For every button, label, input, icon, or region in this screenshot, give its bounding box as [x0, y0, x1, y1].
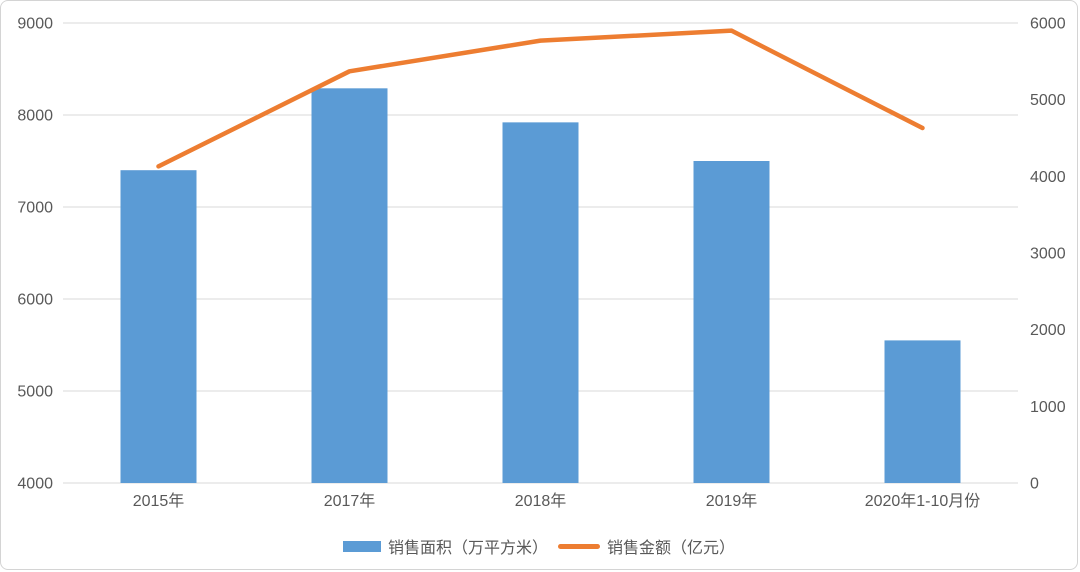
line-series-label: 销售金额（亿元） [607, 540, 736, 557]
left-axis-tick-label: 4000 [17, 476, 53, 493]
x-axis-category-label: 2018年 [515, 492, 567, 510]
bar [502, 122, 579, 484]
left-axis-tick-label: 7000 [17, 200, 53, 217]
right-axis-tick-label: 6000 [1030, 16, 1066, 33]
right-axis-tick-label: 3000 [1030, 246, 1066, 263]
right-axis-tick-label: 5000 [1030, 92, 1066, 109]
left-axis-tick-label: 9000 [17, 16, 53, 33]
legend-item-sales-area: 销售面积（万平方米） [342, 534, 548, 558]
bar [884, 340, 961, 483]
right-axis-tick-label: 2000 [1030, 322, 1066, 339]
bar-series-swatch [342, 540, 381, 552]
right-axis-tick-label: 0 [1030, 476, 1039, 493]
x-axis-category-label: 2015年 [133, 492, 185, 510]
left-axis-tick-label: 5000 [17, 384, 53, 401]
bar [693, 161, 770, 483]
legend: 销售面积（万平方米） 销售金额（亿元） [1, 534, 1077, 558]
left-axis-tick-label: 6000 [17, 292, 53, 309]
bar [120, 170, 197, 483]
x-axis-category-label: 2017年 [324, 492, 376, 510]
right-axis-tick-label: 1000 [1030, 399, 1066, 416]
legend-item-sales-amount: 销售金额（亿元） [558, 534, 735, 558]
x-axis-category-label: 2019年 [706, 492, 758, 510]
x-axis-category-label: 2020年1-10月份 [865, 492, 981, 510]
line-series-swatch [558, 543, 600, 549]
bar [311, 88, 388, 483]
bar-series-label: 销售面积（万平方米） [387, 540, 548, 557]
right-axis-tick-label: 4000 [1030, 169, 1066, 186]
left-axis-tick-label: 8000 [17, 108, 53, 125]
line-series [156, 28, 925, 169]
